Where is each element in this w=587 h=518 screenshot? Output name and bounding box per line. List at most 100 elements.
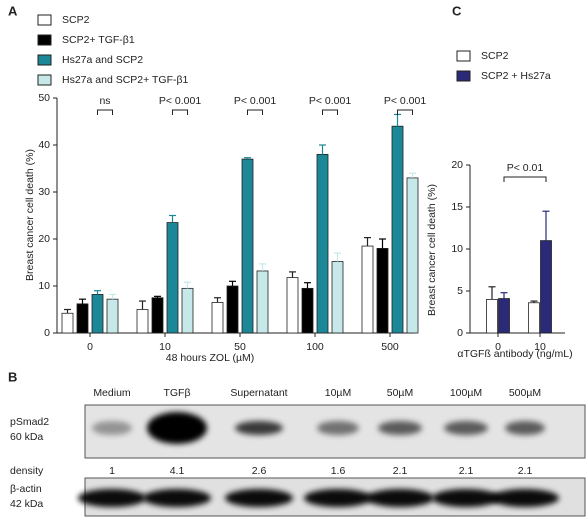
- bar: [528, 302, 540, 334]
- error-bar: [304, 282, 311, 289]
- density-value: 4.1: [170, 465, 185, 477]
- error-bar: [109, 293, 116, 300]
- bar: [286, 277, 299, 334]
- error-bar: [139, 300, 146, 310]
- y-tick-label: 10: [38, 280, 50, 292]
- bar: [151, 297, 164, 334]
- row-label: density: [10, 465, 44, 477]
- x-axis-label: αTGFß antibody (ng/mL): [457, 348, 572, 360]
- error-bar: [542, 210, 550, 241]
- bar: [406, 177, 419, 334]
- y-tick-label: 0: [44, 327, 50, 339]
- error-bar: [64, 308, 71, 314]
- y-tick-label: 20: [451, 159, 463, 171]
- x-tick-label: 10: [534, 341, 546, 353]
- panel-letter: C: [452, 3, 462, 18]
- legend-swatch: [456, 70, 471, 82]
- y-tick-label: 50: [38, 92, 50, 104]
- y-tick-label: 20: [38, 233, 50, 245]
- density-value: 1: [109, 465, 115, 477]
- error-bar: [244, 157, 251, 160]
- psmad-band: [317, 421, 359, 435]
- row-label: 60 kDa: [10, 431, 43, 443]
- density-value: 2.1: [518, 465, 533, 477]
- bar: [376, 247, 389, 334]
- actin-band: [225, 489, 293, 507]
- x-tick-label: 0: [87, 341, 93, 353]
- psmad-band: [444, 421, 488, 435]
- error-bar: [79, 298, 86, 304]
- y-axis-label: Breast cancer cell death (%): [24, 149, 36, 281]
- error-bar: [334, 252, 341, 262]
- error-bar: [169, 214, 176, 223]
- psmad-band: [505, 421, 545, 435]
- row-label: pSmad2: [10, 416, 49, 428]
- psmad-band: [147, 412, 207, 444]
- bar: [361, 245, 374, 334]
- bar: [241, 158, 254, 334]
- error-bar: [364, 236, 371, 247]
- significance-label: P< 0.01: [507, 162, 544, 174]
- significance-label: ns: [99, 95, 110, 107]
- error-bar: [530, 300, 538, 303]
- error-bar: [94, 290, 101, 295]
- y-tick-label: 5: [457, 285, 463, 297]
- lane-label: 50µM: [387, 387, 413, 399]
- y-axis-label: Breast cancer cell death (%): [426, 184, 438, 316]
- density-value: 1.6: [331, 465, 346, 477]
- legend-swatch: [37, 34, 52, 46]
- bar: [540, 240, 552, 334]
- actin-band: [491, 489, 559, 507]
- significance-label: P< 0.001: [159, 95, 201, 107]
- error-bar: [379, 238, 386, 249]
- x-tick-label: 10: [159, 341, 171, 353]
- bar: [316, 153, 329, 334]
- y-tick-label: 10: [451, 243, 463, 255]
- significance-bracket: [172, 109, 188, 115]
- error-bar: [409, 172, 416, 178]
- significance-bracket: [397, 109, 413, 115]
- panel-letter: A: [8, 3, 18, 18]
- significance-bracket: [503, 176, 547, 182]
- panel-letter: B: [8, 369, 17, 384]
- error-bar: [319, 144, 326, 155]
- error-bar: [229, 280, 236, 286]
- error-bar: [154, 295, 161, 298]
- bar: [331, 261, 344, 334]
- error-bar: [488, 286, 496, 300]
- bar: [301, 287, 314, 334]
- actin-band: [432, 489, 500, 507]
- bar: [76, 303, 89, 334]
- density-value: 2.1: [393, 465, 408, 477]
- density-value: 2.6: [252, 465, 267, 477]
- bar: [256, 270, 269, 334]
- bar: [106, 298, 119, 334]
- legend-label: SCP2: [62, 14, 90, 26]
- legend-swatch: [37, 54, 52, 66]
- legend-label: SCP2 + Hs27a: [481, 70, 551, 82]
- row-label: 42 kDa: [10, 498, 43, 510]
- legend-label: Hs27a and SCP2: [62, 54, 143, 66]
- western-blot: pSmad2 60 kDa density β-actin 42 kDa Med…: [10, 387, 586, 517]
- lane-label: TGFβ: [163, 387, 190, 399]
- significance-label: P< 0.001: [384, 95, 426, 107]
- legend-swatch: [37, 74, 52, 86]
- row-label: β-actin: [10, 483, 42, 495]
- error-bar: [184, 281, 191, 289]
- x-tick-label: 0: [495, 341, 501, 353]
- legend-label: Hs27a and SCP2+ TGF-β1: [62, 74, 189, 86]
- y-tick-label: 30: [38, 186, 50, 198]
- bar: [226, 285, 239, 334]
- psmad-band: [235, 421, 283, 435]
- significance-bracket: [322, 109, 338, 115]
- bar: [391, 125, 404, 334]
- error-bar: [394, 113, 401, 127]
- lane-label: Supernatant: [230, 387, 287, 399]
- error-bar: [500, 292, 508, 299]
- legend-swatch: [456, 50, 471, 62]
- lane-label: 100µM: [450, 387, 482, 399]
- actin-band: [304, 489, 372, 507]
- actin-band: [78, 489, 146, 507]
- significance-bracket: [97, 109, 113, 115]
- significance-label: P< 0.001: [309, 95, 351, 107]
